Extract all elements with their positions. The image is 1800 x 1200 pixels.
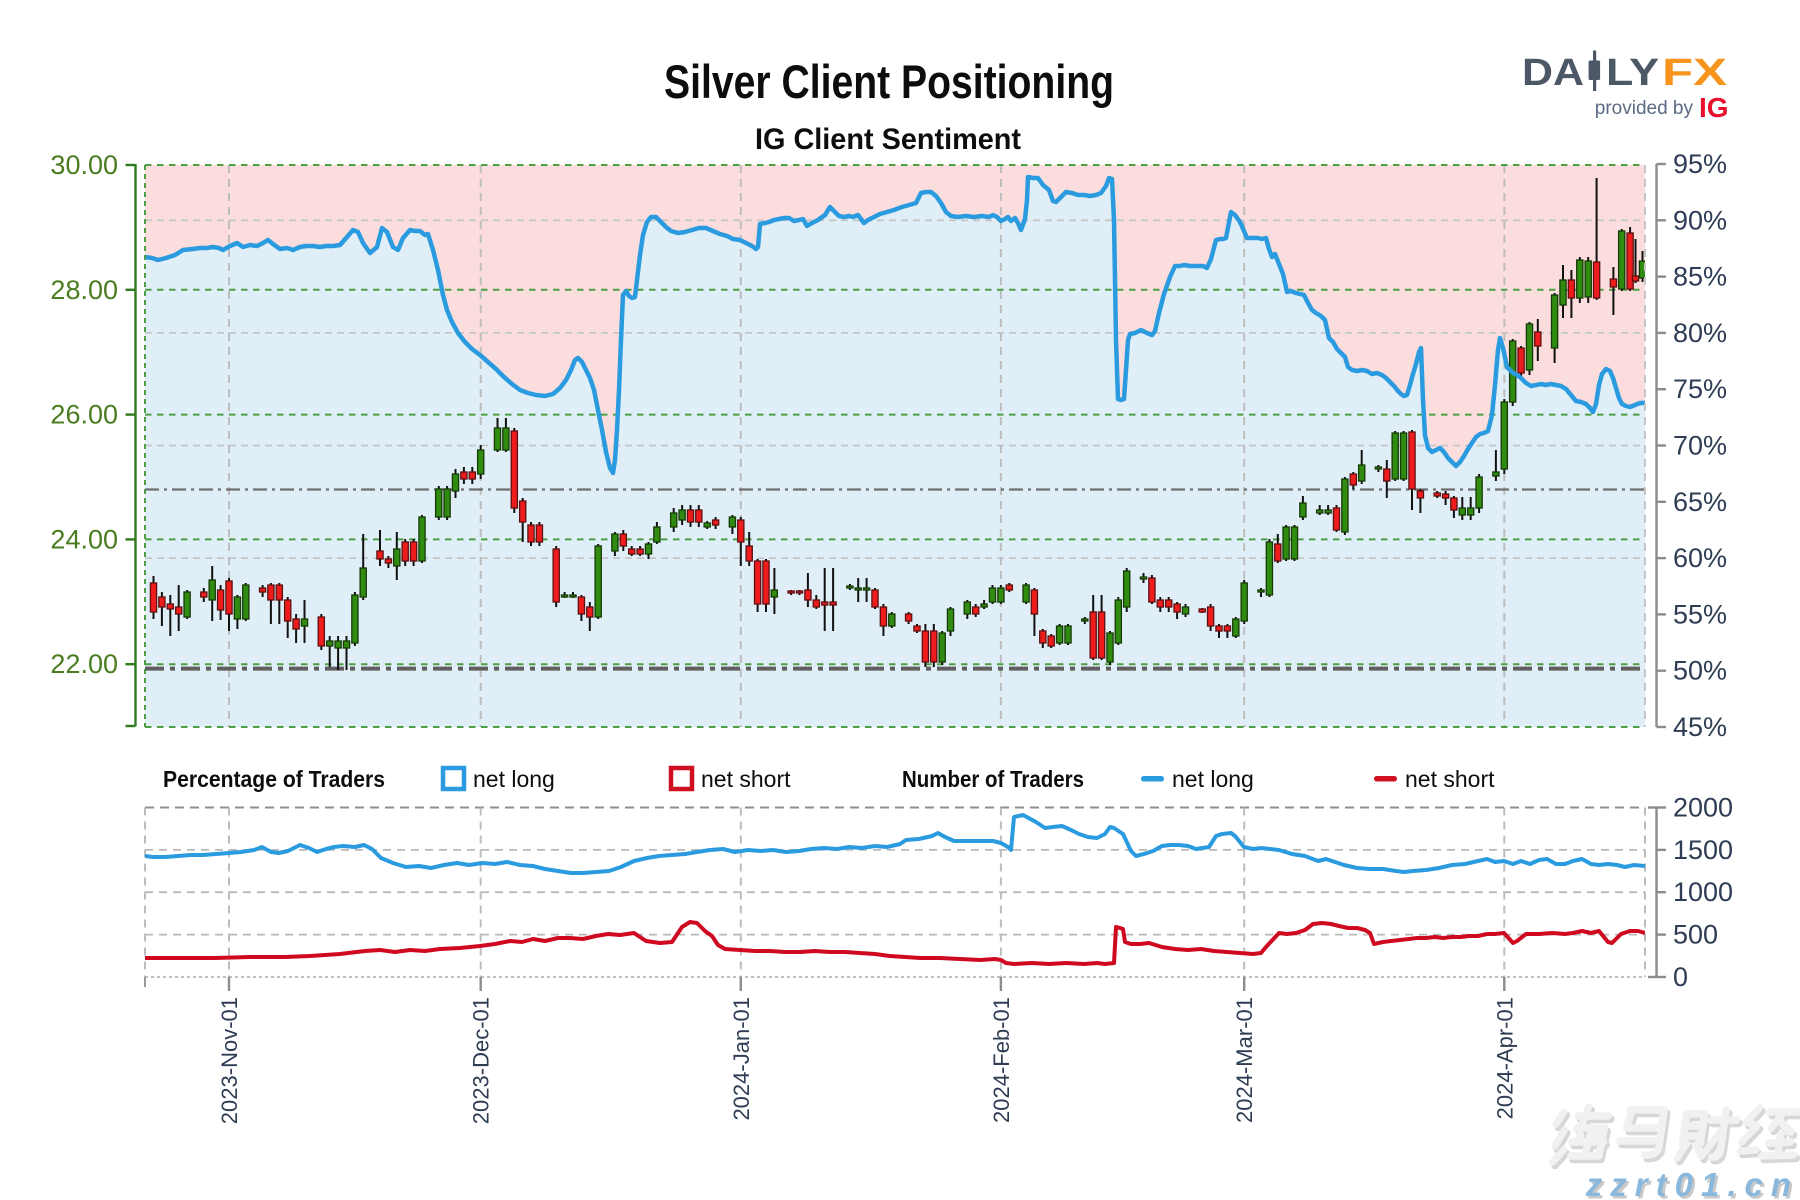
svg-text:2024-Apr-01: 2024-Apr-01	[1492, 997, 1517, 1119]
svg-text:FX: FX	[1662, 52, 1728, 94]
svg-text:provided by: provided by	[1595, 98, 1694, 119]
svg-text:45%: 45%	[1673, 712, 1727, 742]
svg-text:net long: net long	[1172, 766, 1254, 792]
svg-text:2000: 2000	[1673, 793, 1733, 823]
svg-text:net short: net short	[1405, 766, 1495, 792]
svg-text:28.00: 28.00	[50, 275, 118, 305]
svg-text:50%: 50%	[1673, 656, 1727, 686]
svg-text:55%: 55%	[1673, 599, 1727, 629]
svg-text:LY: LY	[1606, 52, 1659, 94]
svg-text:net short: net short	[701, 766, 791, 792]
svg-text:22.00: 22.00	[50, 649, 118, 679]
svg-text:DA: DA	[1522, 52, 1584, 94]
svg-text:85%: 85%	[1673, 262, 1727, 292]
svg-text:2023-Dec-01: 2023-Dec-01	[469, 997, 494, 1124]
svg-text:0: 0	[1673, 962, 1688, 992]
svg-text:2024-Feb-01: 2024-Feb-01	[989, 997, 1014, 1123]
svg-text:80%: 80%	[1673, 318, 1727, 348]
svg-text:500: 500	[1673, 920, 1718, 950]
svg-text:1000: 1000	[1673, 877, 1733, 907]
svg-text:95%: 95%	[1673, 149, 1727, 179]
svg-text:65%: 65%	[1673, 487, 1727, 517]
svg-text:Number of Traders: Number of Traders	[902, 766, 1084, 792]
svg-text:24.00: 24.00	[50, 524, 118, 554]
svg-text:26.00: 26.00	[50, 400, 118, 430]
svg-text:75%: 75%	[1673, 374, 1727, 404]
svg-text:net long: net long	[473, 766, 555, 792]
svg-text:Silver Client Positioning: Silver Client Positioning	[664, 55, 1114, 108]
svg-text:IG: IG	[1699, 92, 1729, 123]
svg-text:1500: 1500	[1673, 835, 1733, 865]
svg-text:2023-Nov-01: 2023-Nov-01	[217, 997, 242, 1124]
svg-text:2024-Mar-01: 2024-Mar-01	[1232, 997, 1257, 1123]
svg-text:zzrt01.cn: zzrt01.cn	[1587, 1169, 1800, 1200]
svg-text:70%: 70%	[1673, 431, 1727, 461]
svg-text:90%: 90%	[1673, 205, 1727, 235]
svg-text:Percentage of Traders: Percentage of Traders	[163, 766, 385, 792]
svg-text:zzrt01.cn: zzrt01.cn	[1585, 1166, 1799, 1200]
svg-text:30.00: 30.00	[50, 150, 118, 180]
svg-text:IG Client Sentiment: IG Client Sentiment	[755, 123, 1021, 156]
svg-text:2024-Jan-01: 2024-Jan-01	[729, 997, 754, 1121]
svg-text:60%: 60%	[1673, 543, 1727, 573]
